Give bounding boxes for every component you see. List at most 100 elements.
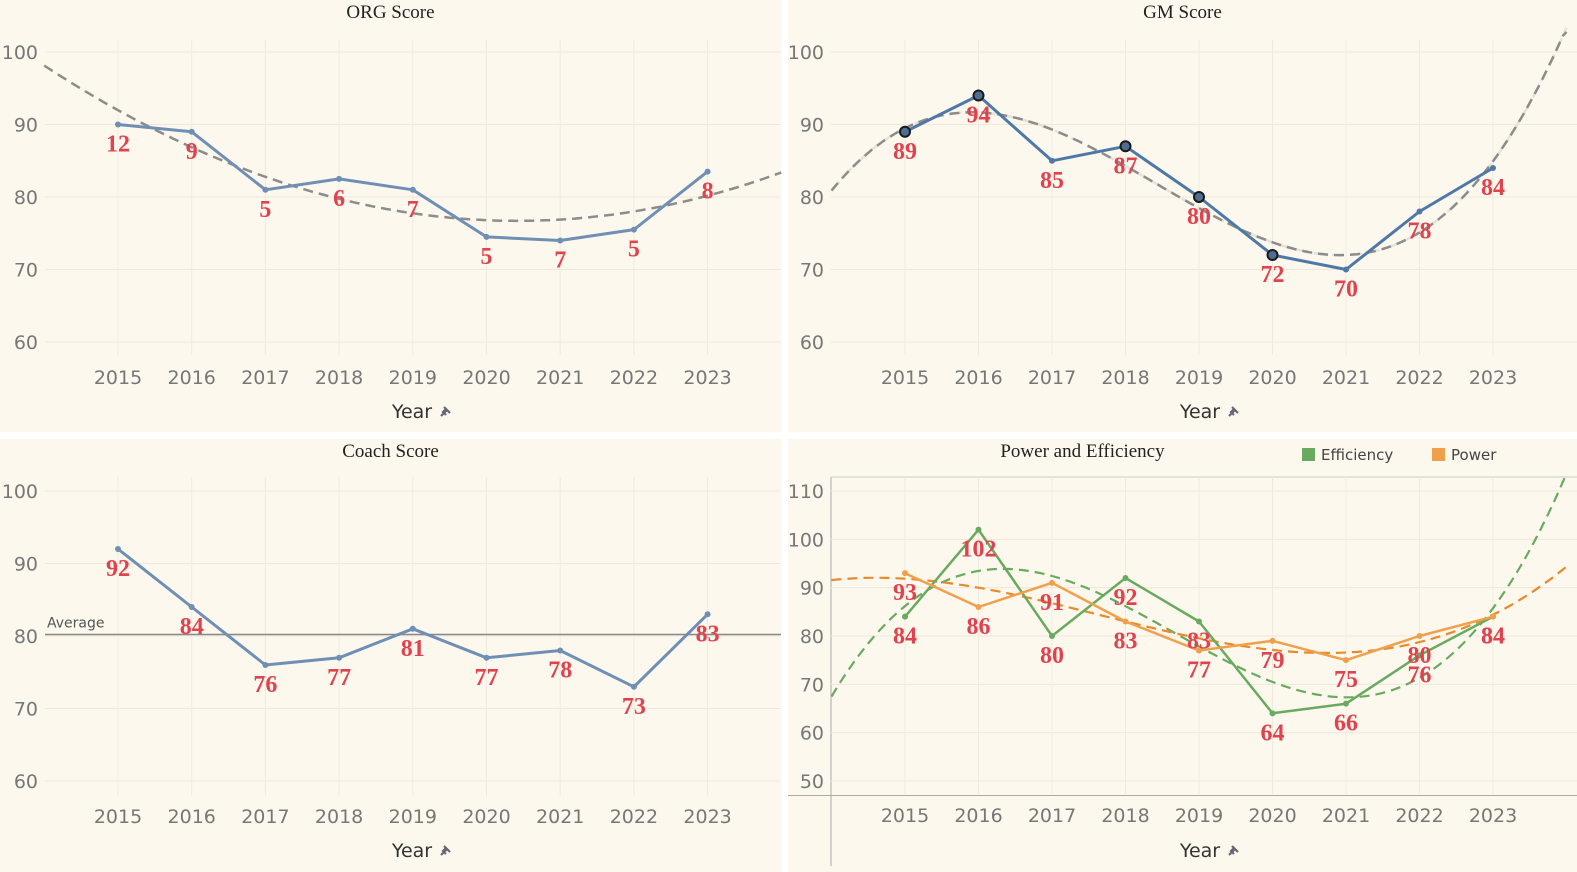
y-tick-label: 70 [14, 260, 38, 282]
data-label: 84 [893, 624, 917, 650]
y-tick-label: 60 [800, 723, 824, 745]
data-point [409, 625, 416, 632]
x-tick-label: 2020 [1248, 805, 1296, 827]
x-tick-label: 2016 [168, 806, 216, 828]
coach-score-panel: Coach Score 60 70 80 90 100 2015 2016 2017 2018 2… [0, 439, 781, 872]
x-tick-label: 2018 [1101, 367, 1149, 389]
data-point [483, 233, 490, 240]
average-label: Average [47, 616, 105, 632]
data-label: 81 [401, 636, 425, 662]
gm-score-chart: 60 70 80 90 100 2015 2016 2017 2018 2019 2020 2021 2… [788, 26, 1577, 423]
x-tick-label: 2019 [389, 806, 437, 828]
data-label: 84 [1481, 624, 1505, 650]
y-tick-label: 100 [788, 42, 824, 64]
data-point [1049, 157, 1055, 164]
data-label: 92 [1114, 585, 1138, 611]
data-label: 5 [259, 197, 271, 223]
x-tick-label: 2017 [1028, 367, 1076, 389]
data-label: 5 [628, 237, 640, 263]
data-label: 84 [1481, 175, 1505, 201]
x-tick-label: 2019 [1175, 367, 1223, 389]
x-tick-label: 2017 [241, 806, 289, 828]
data-label: 8 [702, 179, 714, 205]
x-axis-title: Year [1179, 840, 1220, 862]
legend-label: Efficiency [1321, 446, 1394, 464]
data-point [1269, 637, 1276, 644]
data-point [1416, 633, 1423, 639]
x-tick-label: 2022 [1395, 367, 1443, 389]
x-tick-label: 2023 [1469, 367, 1517, 389]
x-tick-label: 2019 [389, 367, 437, 389]
data-point [1490, 165, 1496, 171]
data-label: 77 [1187, 658, 1211, 684]
legend-item-efficiency[interactable]: Efficiency [1302, 446, 1398, 464]
power-efficiency-chart: 50 60 70 80 90 100 110 2015 2016 2017 2018 2019 2020… [788, 473, 1577, 866]
data-point [1266, 249, 1279, 261]
y-tick-label: 90 [14, 554, 38, 576]
data-label: 92 [106, 556, 130, 582]
y-tick-label: 90 [800, 115, 824, 137]
efficiency-swatch [1302, 448, 1315, 461]
x-tick-label: 2023 [683, 806, 731, 828]
data-point [1122, 575, 1129, 581]
y-tick-label: 70 [14, 699, 38, 721]
x-tick-label: 2023 [1469, 805, 1517, 827]
y-tick-label: 60 [14, 332, 38, 354]
y-tick-label: 90 [800, 578, 824, 600]
data-point [1122, 618, 1129, 625]
x-tick-label: 2015 [881, 805, 929, 827]
data-label: 79 [1261, 648, 1285, 674]
x-tick-label: 2021 [1322, 805, 1370, 827]
x-tick-label: 2020 [462, 806, 510, 828]
data-point [1196, 647, 1202, 654]
data-point [1049, 633, 1055, 639]
data-point [975, 526, 982, 533]
data-label: 6 [333, 186, 345, 212]
x-axis-title: Year [1179, 401, 1220, 423]
x-tick-label: 2022 [610, 367, 658, 389]
x-axis-title: Year [391, 840, 432, 862]
legend-item-power[interactable]: Power [1432, 446, 1496, 464]
data-point [704, 611, 711, 618]
y-tick-label: 100 [2, 42, 38, 64]
data-label: 12 [106, 132, 130, 158]
data-point [557, 237, 564, 244]
chart-title: Power and Efficiency [1000, 441, 1165, 462]
x-axis-title: Year [391, 401, 432, 423]
data-point [188, 128, 195, 135]
data-point [262, 186, 269, 193]
data-point [409, 186, 416, 193]
data-point [1416, 208, 1423, 215]
data-label: 73 [622, 694, 646, 720]
x-tick-label: 2018 [1101, 805, 1149, 827]
data-point [115, 546, 121, 552]
data-label: 76 [1408, 662, 1432, 688]
x-tick-label: 2018 [315, 806, 363, 828]
org-score-panel: ORG Score 60 70 80 90 100 2015 2016 2017 2018 201… [0, 0, 782, 432]
pin-icon [1228, 406, 1239, 417]
x-tick-label: 2021 [536, 806, 584, 828]
data-label: 102 [961, 537, 997, 563]
x-tick-label: 2020 [1248, 367, 1296, 389]
x-tick-label: 2017 [1028, 805, 1076, 827]
data-point [1343, 657, 1349, 664]
data-point [262, 662, 269, 668]
data-label: 83 [696, 621, 720, 647]
data-point [115, 121, 121, 128]
y-tick-label: 70 [800, 674, 824, 696]
x-tick-label: 2016 [168, 367, 216, 389]
trend-line [43, 64, 782, 223]
data-label: 7 [554, 248, 566, 274]
x-tick-label: 2021 [536, 367, 584, 389]
y-tick-label: 80 [14, 626, 38, 648]
trend-line [830, 31, 1568, 257]
data-label: 64 [1261, 720, 1285, 746]
data-label: 70 [1334, 277, 1358, 303]
data-point [1119, 140, 1132, 153]
data-label: 9 [186, 139, 198, 165]
y-tick-label: 90 [14, 115, 38, 137]
x-tick-label: 2015 [94, 367, 142, 389]
pin-icon [440, 845, 451, 856]
pin-icon [1228, 845, 1239, 856]
data-label: 87 [1114, 153, 1138, 179]
